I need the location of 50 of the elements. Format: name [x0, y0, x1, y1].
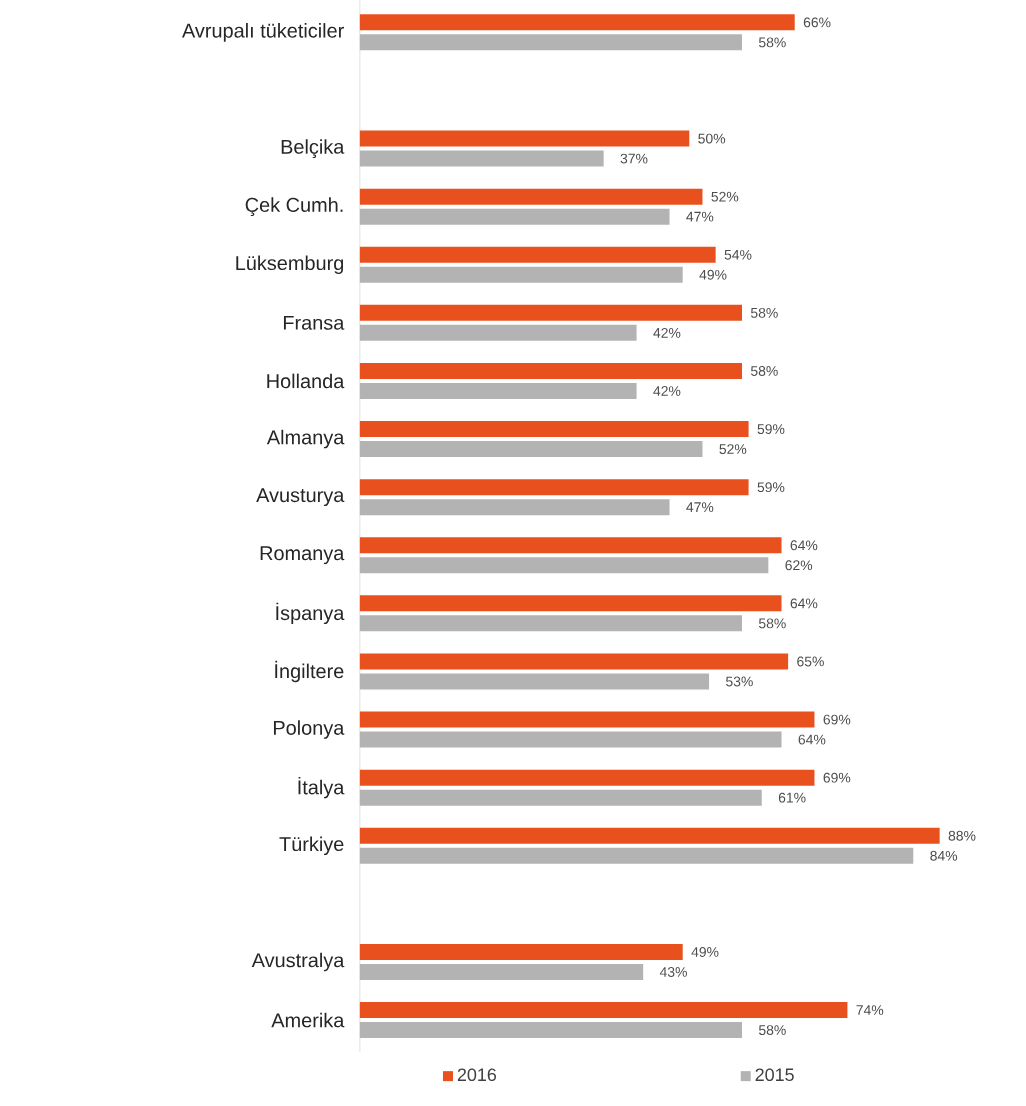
bar — [360, 653, 789, 670]
y-tick-label: İngiltere — [275, 660, 344, 683]
bar — [360, 711, 815, 728]
y-tick-label: Romanya — [260, 546, 345, 565]
bar — [360, 943, 683, 960]
bar — [360, 150, 604, 167]
bar — [360, 769, 815, 786]
bar — [360, 789, 762, 806]
bar — [360, 304, 743, 321]
y-tick-label: İtalya — [298, 776, 345, 799]
bar — [360, 34, 743, 51]
y-tick-label: Lüksemburg — [236, 255, 344, 275]
bar — [360, 963, 644, 980]
bar — [360, 1002, 848, 1019]
bar — [360, 441, 703, 458]
y-tick-label: Avrupalı tüketiciler — [182, 23, 345, 42]
bar — [360, 208, 670, 225]
bar — [360, 324, 637, 341]
bar — [360, 499, 670, 516]
bar — [360, 731, 782, 748]
bar — [360, 14, 795, 31]
bar — [360, 827, 940, 844]
y-tick-label: Avustralya — [251, 952, 345, 972]
bar — [360, 362, 743, 379]
y-tick-label: Polonya — [274, 720, 345, 739]
legend-label: 2016 — [458, 1068, 497, 1082]
y-tick-label: Hollanda — [267, 373, 345, 389]
y-tick-label: Fransa — [284, 315, 345, 330]
y-tick-label: Amerika — [271, 1012, 345, 1028]
y-tick-label: Almanya — [267, 429, 345, 449]
bar — [360, 847, 914, 864]
bar — [360, 130, 690, 147]
bar — [360, 615, 743, 632]
y-tick-label: Çek Cumh. — [245, 197, 343, 216]
y-tick-label: İspanya — [276, 602, 345, 625]
bar — [360, 421, 749, 438]
y-tick-label: Türkiye — [279, 836, 344, 856]
bar — [360, 537, 782, 554]
bar — [360, 266, 683, 283]
y-tick-label: Belçika — [281, 139, 345, 158]
y-tick-label: Avusturya — [256, 488, 345, 507]
bar — [360, 1022, 743, 1039]
bar — [360, 673, 710, 690]
bar — [360, 557, 769, 574]
bar — [360, 188, 703, 205]
bar — [360, 246, 716, 263]
bar — [360, 479, 749, 496]
bar — [360, 382, 637, 399]
bar — [360, 595, 782, 612]
legend-label: 2015 — [755, 1068, 795, 1082]
